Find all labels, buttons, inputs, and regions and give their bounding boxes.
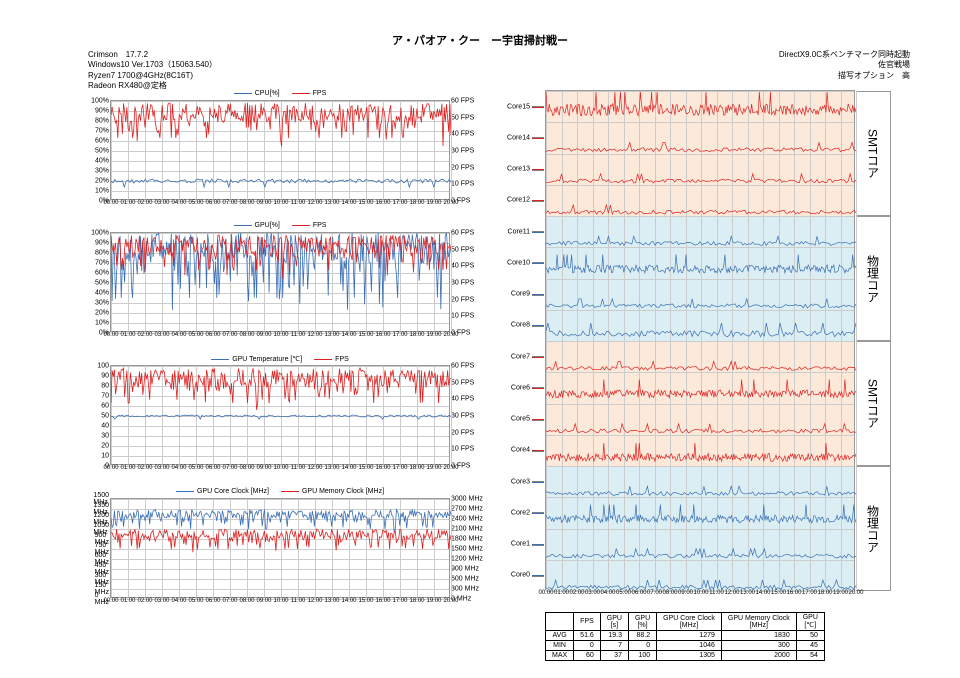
core-label: Core6 xyxy=(511,384,530,391)
core-label: Core2 xyxy=(511,509,530,516)
chart-area: 1500 MHz1350 MHz1200 MHz1050 MHz900 MHz7… xyxy=(110,498,450,598)
core-band-label: 物理コア xyxy=(856,466,891,591)
core-label: Core12 xyxy=(507,197,530,204)
chart-legend: GPU Core Clock [MHz]GPU Memory Clock [MH… xyxy=(110,488,450,495)
core-label: Core0 xyxy=(511,572,530,579)
core-label: Core13 xyxy=(507,166,530,173)
core-label: Core10 xyxy=(507,259,530,266)
chart-area: 100%90%80%70%60%50%40%30%20%10%0%60 FPS5… xyxy=(110,100,450,200)
core-label: Core15 xyxy=(507,103,530,110)
chart-area: 100908070605040302010060 FPS50 FPS40 FPS… xyxy=(110,365,450,465)
core-label: Core3 xyxy=(511,478,530,485)
chart-area: 100%90%80%70%60%50%40%30%20%10%0%60 FPS5… xyxy=(110,232,450,332)
core-label: Core9 xyxy=(511,291,530,298)
core-band-label: SMTコア xyxy=(856,341,891,466)
core-label: Core8 xyxy=(511,322,530,329)
chart-legend: GPU Temperature [℃]FPS xyxy=(110,355,450,363)
page-title: ア・パオア・クー ー宇宙掃討戦ー xyxy=(0,32,960,48)
system-info-right: DirectX9.0C系ベンチマーク同時起動佐官戦場描写オプション 高 xyxy=(779,50,910,81)
core-band-label: 物理コア xyxy=(856,216,891,341)
core-label: Core5 xyxy=(511,416,530,423)
core-band-label: SMTコア xyxy=(856,91,891,216)
system-info-left: Crimson 17.7.2Windows10 Ver.1703（15063.5… xyxy=(88,50,217,92)
core-label: Core14 xyxy=(507,134,530,141)
core-label: Core1 xyxy=(511,541,530,548)
core-chart: SMTコア物理コアSMTコア物理コア00:0001:0002:0003:0004… xyxy=(545,90,855,590)
chart-legend: GPU[%]FPS xyxy=(110,222,450,229)
core-label: Core7 xyxy=(511,353,530,360)
stats-table: FPSGPU[s]GPU[%]GPU Core Clock[MHz]GPU Me… xyxy=(545,612,825,661)
chart-legend: CPU[%]FPS xyxy=(110,90,450,97)
core-label: Core11 xyxy=(508,228,530,235)
core-label: Core4 xyxy=(511,447,530,454)
